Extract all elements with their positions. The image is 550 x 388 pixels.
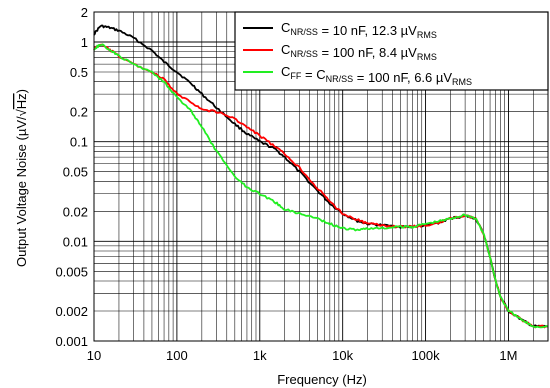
- legend-box: [234, 11, 549, 91]
- x-tick-label: 100k: [411, 348, 440, 363]
- x-tick-label: 100: [166, 348, 188, 363]
- legend-entry: CFF = CNR/SS = 100 nF, 6.6 µVRMS: [281, 64, 472, 87]
- y-axis-label-sqrt: √: [14, 108, 29, 116]
- y-tick-label: 0.1: [70, 135, 88, 150]
- y-tick-label: 0.5: [70, 65, 88, 80]
- y-tick-label: 0.001: [55, 334, 88, 349]
- series-line: [93, 43, 549, 329]
- x-axis-label: Frequency (Hz): [277, 372, 367, 387]
- x-tick-labels: 10 100 1k 10k 100k 1M: [87, 348, 518, 363]
- legend-entry: CNR/SS = 10 nF, 12.3 µVRMS: [281, 20, 437, 40]
- x-tick-label: 10: [87, 348, 101, 363]
- y-axis-label-main: Output Voltage Noise (µV/: [14, 116, 29, 267]
- y-tick-label: 0.05: [63, 165, 88, 180]
- y-tick-label: 2: [81, 5, 88, 20]
- legend-entry: CNR/SS = 100 nF, 8.4 µVRMS: [281, 42, 437, 62]
- y-tick-label: 0.2: [70, 105, 88, 120]
- y-axis-label-close: ): [14, 89, 29, 93]
- y-tick-label: 0.002: [55, 304, 88, 319]
- y-tick-label: 0.005: [55, 264, 88, 279]
- y-tick-label: 0.02: [63, 204, 88, 219]
- svg-text:Output Voltage Noise (µV/√Hz): Output Voltage Noise (µV/√Hz): [14, 89, 29, 267]
- y-tick-label: 1: [81, 35, 88, 50]
- x-tick-label: 10k: [332, 348, 353, 363]
- y-axis-label: Output Voltage Noise (µV/√Hz): [14, 89, 29, 267]
- x-tick-label: 1k: [253, 348, 267, 363]
- x-tick-label: 1M: [499, 348, 517, 363]
- y-axis-label-over: Hz: [14, 93, 29, 109]
- series-lines: [93, 24, 549, 329]
- y-tick-labels: 0.001 0.002 0.005 0.01 0.02 0.05 0.1 0.2 0.5 1 2: [55, 5, 88, 349]
- y-tick-label: 0.01: [63, 234, 88, 249]
